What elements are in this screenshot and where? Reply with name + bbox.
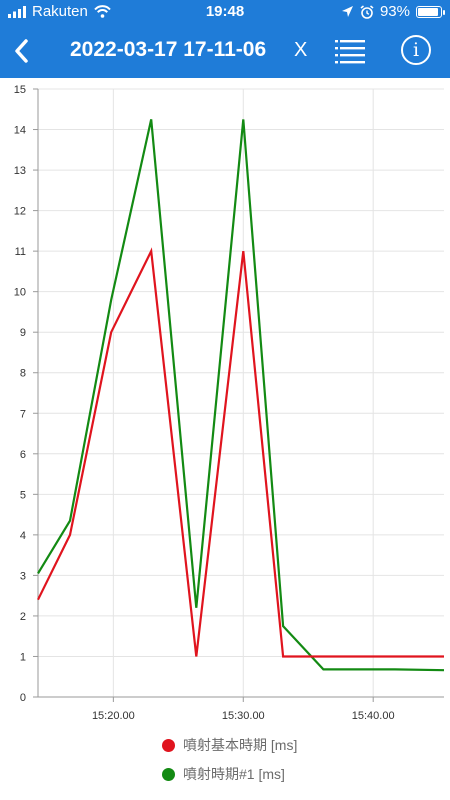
carrier-name: Rakuten	[32, 3, 88, 20]
y-tick-label: 10	[14, 287, 26, 299]
legend-dot-green	[162, 767, 175, 781]
y-tick-label: 7	[20, 408, 26, 420]
x-tick-label: 15:20.00	[92, 710, 135, 720]
page-title: 2022-03-17 17-11-06	[70, 38, 267, 61]
back-chevron-icon[interactable]	[8, 36, 36, 66]
legend-item-series-2[interactable]: 噴射時期#1 [ms]	[162, 764, 285, 784]
y-tick-label: 11	[15, 246, 26, 258]
carrier-group: Rakuten	[8, 3, 111, 20]
legend-label-series-2: 噴射時期#1 [ms]	[183, 766, 285, 782]
y-tick-label: 6	[20, 449, 26, 461]
series-line-1	[37, 247, 444, 658]
status-time: 19:48	[205, 3, 245, 20]
signal-icon	[8, 5, 26, 18]
y-tick-label: 8	[20, 368, 26, 380]
chart-grid	[38, 88, 444, 698]
legend-item-series-1[interactable]: 噴射基本時期 [ms]	[162, 735, 297, 755]
y-tick-label: 0	[20, 692, 26, 704]
wifi-icon	[94, 5, 111, 18]
battery-percent: 93%	[379, 3, 410, 20]
alarm-clock-icon	[360, 4, 374, 19]
x-axis-ticks: 15:20.00 15:30.00 15:40.00	[92, 697, 395, 720]
y-tick-label: 14	[14, 125, 26, 137]
x-tick-label: 15:40.00	[352, 710, 395, 720]
status-right-group: 93%	[341, 3, 445, 20]
chart-series	[37, 119, 445, 672]
y-tick-label: 4	[20, 530, 26, 542]
x-tick-label: 15:30.00	[222, 710, 265, 720]
y-tick-label: 15	[14, 84, 26, 96]
chart-axes	[37, 89, 444, 698]
nav-bar: 2022-03-17 17-11-06 X i	[0, 24, 450, 78]
y-tick-label: 13	[14, 165, 26, 177]
close-button[interactable]: X	[294, 39, 308, 61]
y-tick-label: 12	[14, 206, 26, 218]
series-line-2	[37, 119, 445, 672]
y-tick-label: 1	[20, 651, 26, 663]
location-arrow-icon	[341, 6, 353, 17]
legend-dot-red	[162, 738, 175, 752]
y-tick-label: 5	[20, 489, 26, 501]
y-tick-label: 9	[20, 327, 26, 339]
y-tick-label: 3	[20, 570, 26, 582]
legend-label-series-1: 噴射基本時期 [ms]	[183, 737, 298, 753]
list-icon[interactable]	[334, 37, 366, 65]
y-tick-label: 2	[20, 611, 26, 623]
battery-icon	[416, 5, 445, 18]
info-icon[interactable]: i	[401, 35, 431, 65]
status-bar: Rakuten 19:48 93%	[0, 0, 450, 24]
